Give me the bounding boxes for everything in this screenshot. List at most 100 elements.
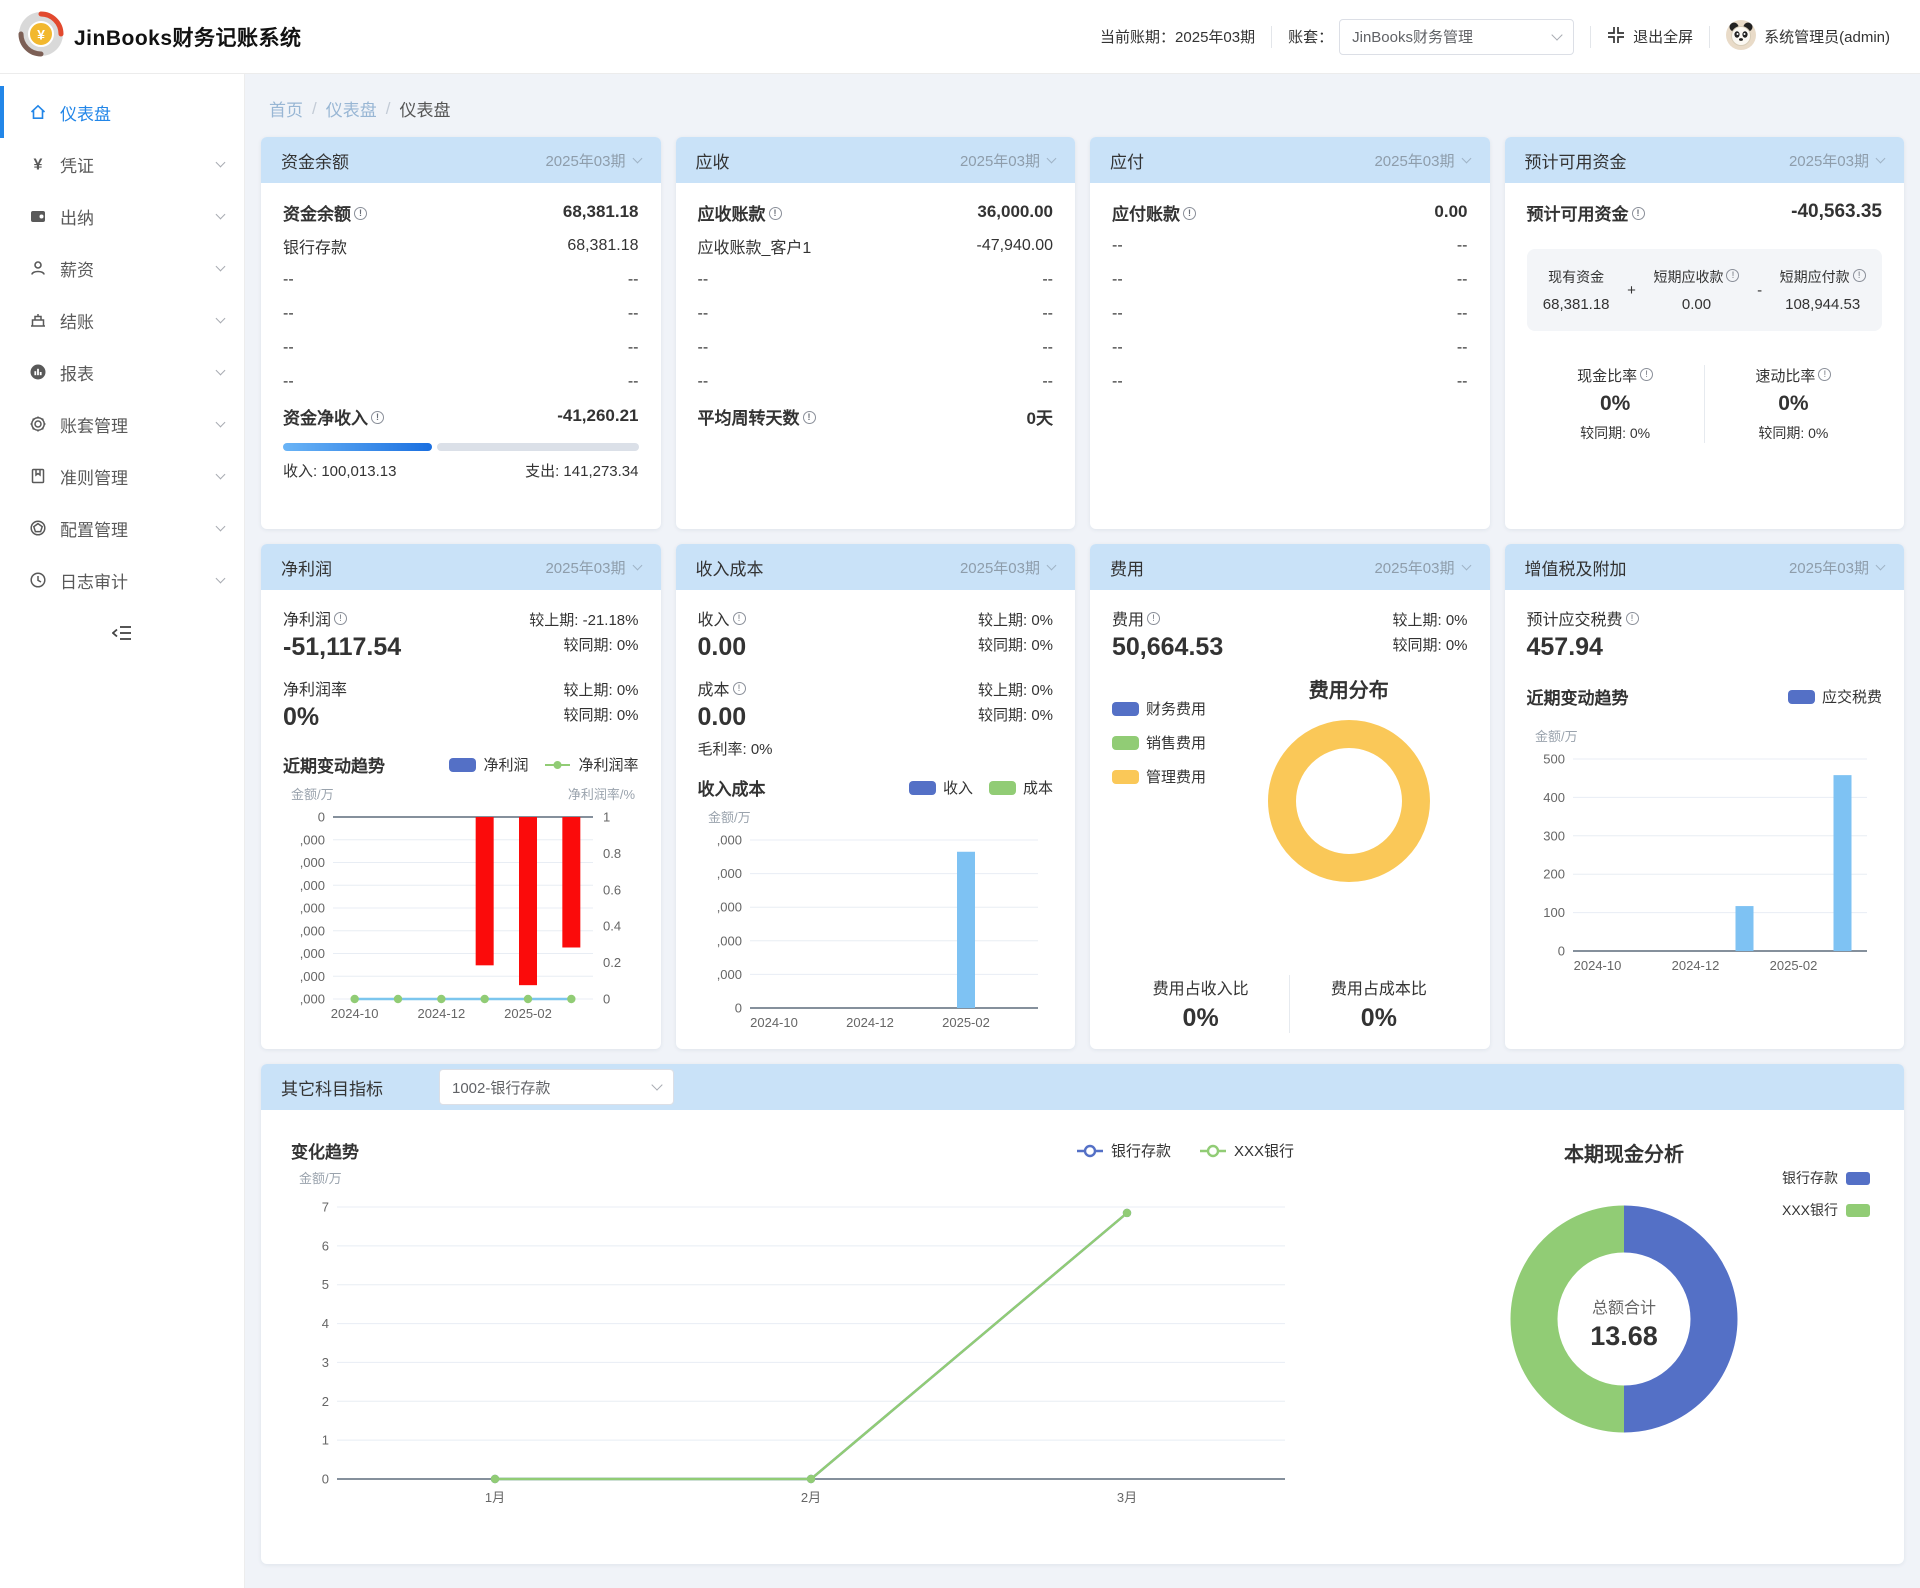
svg-text:6: 6 xyxy=(322,1238,329,1253)
sidebar-item-label: 报表 xyxy=(60,364,94,384)
chevron-down-icon xyxy=(215,209,226,219)
sidebar-item-label: 准则管理 xyxy=(60,468,128,488)
svg-text:0.6: 0.6 xyxy=(603,882,621,897)
period-selector[interactable]: 2025年03期 xyxy=(1374,557,1471,578)
data-row: -- -- xyxy=(1112,339,1468,356)
svg-text:0.2: 0.2 xyxy=(603,955,621,970)
info-icon[interactable] xyxy=(732,682,746,695)
legend-item[interactable]: 银行存款 xyxy=(1076,1140,1171,1161)
svg-text:,000: ,000 xyxy=(300,946,325,961)
exit-fullscreen-button[interactable]: 退出全屏 xyxy=(1607,26,1693,48)
sidebar-item-label: 配置管理 xyxy=(60,520,128,540)
info-icon[interactable] xyxy=(354,206,367,220)
ratio-metric: 速动比率0%较同期: 0% xyxy=(1703,365,1882,443)
tax-trend-chart: 金额/万 500 400 300 200 100 0 2024-10 2024-12 2025-0… xyxy=(1535,729,1867,973)
sidebar-item-3[interactable]: 出纳 xyxy=(0,190,244,242)
subject-select[interactable]: 1002-银行存款 xyxy=(439,1069,674,1105)
legend-item[interactable]: 销售费用 xyxy=(1112,732,1230,753)
svg-text:2024-10: 2024-10 xyxy=(1573,958,1621,973)
svg-text:,000: ,000 xyxy=(300,923,325,938)
legend-item[interactable]: 财务费用 xyxy=(1112,698,1230,719)
ratio-metric: 现金比率0%较同期: 0% xyxy=(1527,365,1704,443)
breadcrumb-item[interactable]: 首页 xyxy=(269,101,303,120)
info-icon[interactable] xyxy=(1631,206,1645,220)
sidebar-item-9[interactable]: 配置管理 xyxy=(0,502,244,554)
period-selector[interactable]: 2025年03期 xyxy=(960,557,1057,578)
data-row: -- -- xyxy=(1112,271,1468,288)
legend-item[interactable]: 收入 xyxy=(908,777,973,798)
legend-item[interactable]: XXX银行 xyxy=(1199,1140,1294,1161)
chevron-down-icon xyxy=(1875,153,1886,163)
info-icon[interactable] xyxy=(1625,612,1639,625)
info-icon[interactable] xyxy=(1147,612,1161,625)
svg-text:2025-02: 2025-02 xyxy=(942,1015,990,1030)
svg-text:2024-12: 2024-12 xyxy=(417,1006,465,1021)
data-row: 应付账款0.00 xyxy=(1112,195,1468,229)
svg-text:1: 1 xyxy=(322,1433,329,1448)
sidebar-item-10[interactable]: 日志审计 xyxy=(0,554,244,606)
ratio-row: 现金比率0%较同期: 0%速动比率0%较同期: 0% xyxy=(1527,365,1883,443)
period-selector[interactable]: 2025年03期 xyxy=(545,557,642,578)
payable-card-header: 应付 2025年03期 xyxy=(1090,137,1490,183)
svg-text:0: 0 xyxy=(734,1001,741,1016)
svg-text:2月: 2月 xyxy=(801,1490,821,1505)
sidebar-item-label: 日志审计 xyxy=(60,572,128,592)
card-title: 预计可用资金 xyxy=(1524,152,1627,172)
info-icon[interactable] xyxy=(1183,206,1196,220)
period-selector[interactable]: 2025年03期 xyxy=(960,150,1057,171)
card-title: 收入成本 xyxy=(695,559,764,579)
info-icon[interactable] xyxy=(1818,368,1832,381)
other-indicators-header: 其它科目指标 1002-银行存款 xyxy=(261,1064,1904,1110)
sidebar-item-1[interactable]: 仪表盘 xyxy=(0,86,244,138)
line-legend-marker xyxy=(1076,1144,1104,1158)
sidebar-item-2[interactable]: ¥ 凭证 xyxy=(0,138,244,190)
sidebar-item-5[interactable]: 结账 xyxy=(0,294,244,346)
info-icon[interactable] xyxy=(1726,269,1740,282)
tax-value: 457.94 xyxy=(1526,633,1603,661)
svg-text:0.8: 0.8 xyxy=(603,846,621,861)
info-icon[interactable] xyxy=(1852,269,1866,282)
compress-icon xyxy=(1607,26,1625,48)
legend-item[interactable]: XXX银行 xyxy=(1782,1200,1870,1220)
period-selector[interactable]: 2025年03期 xyxy=(1789,557,1886,578)
legend-item[interactable]: 管理费用 xyxy=(1112,766,1230,787)
data-row: 应收账款36,000.00 xyxy=(698,195,1054,229)
book-select[interactable]: JinBooks财务管理 xyxy=(1339,18,1575,55)
sidebar-item-4[interactable]: 薪资 xyxy=(0,242,244,294)
period-selector[interactable]: 2025年03期 xyxy=(1789,150,1886,171)
info-icon[interactable] xyxy=(1640,368,1654,381)
sidebar-item-8[interactable]: 准则管理 xyxy=(0,450,244,502)
info-icon[interactable] xyxy=(768,206,782,220)
legend-item[interactable]: 净利润 xyxy=(449,754,528,775)
breadcrumb-item[interactable]: 仪表盘 xyxy=(325,101,377,120)
info-icon[interactable] xyxy=(802,410,816,424)
legend-item[interactable]: 成本 xyxy=(988,777,1053,798)
legend-item[interactable]: 应交税费 xyxy=(1787,686,1882,707)
legend-swatch xyxy=(1112,769,1139,784)
donut-title: 费用分布 xyxy=(1308,680,1389,702)
svg-text:,000: ,000 xyxy=(716,967,741,982)
sidebar-item-7[interactable]: 账套管理 xyxy=(0,398,244,450)
user-menu[interactable]: 系统管理员(admin) xyxy=(1726,19,1890,54)
sidebar-collapse-button[interactable] xyxy=(0,606,244,647)
legend-item[interactable]: 银行存款 xyxy=(1782,1168,1870,1188)
svg-text:0.4: 0.4 xyxy=(603,919,621,934)
sidebar-item-6[interactable]: 报表 xyxy=(0,346,244,398)
data-row: -- -- xyxy=(1112,237,1468,254)
expense-ratio-metric: 费用占成本比 0% xyxy=(1289,975,1467,1033)
period-selector[interactable]: 2025年03期 xyxy=(1374,150,1471,171)
cash-analysis-area: 本期现金分析 银行存款 XXX银行 总额合计 13.68 xyxy=(1374,1138,1874,1514)
info-icon[interactable] xyxy=(732,612,746,625)
period-selector[interactable]: 2025年03期 xyxy=(545,150,642,171)
info-icon[interactable] xyxy=(334,612,348,625)
info-icon[interactable] xyxy=(371,410,384,424)
other-indicators-card: 其它科目指标 1002-银行存款 变化趋势 银行存款 XXX银行 金额/万 7 6 5 4… xyxy=(261,1064,1904,1564)
svg-text:400: 400 xyxy=(1543,790,1565,805)
svg-text:0: 0 xyxy=(603,992,610,1007)
legend-item[interactable]: 净利润率 xyxy=(544,754,639,775)
svg-text:,000: ,000 xyxy=(716,866,741,881)
app-header: ¥ JinBooks财务记账系统 当前账期：2025年03期 账套： JinBo… xyxy=(0,0,1920,74)
